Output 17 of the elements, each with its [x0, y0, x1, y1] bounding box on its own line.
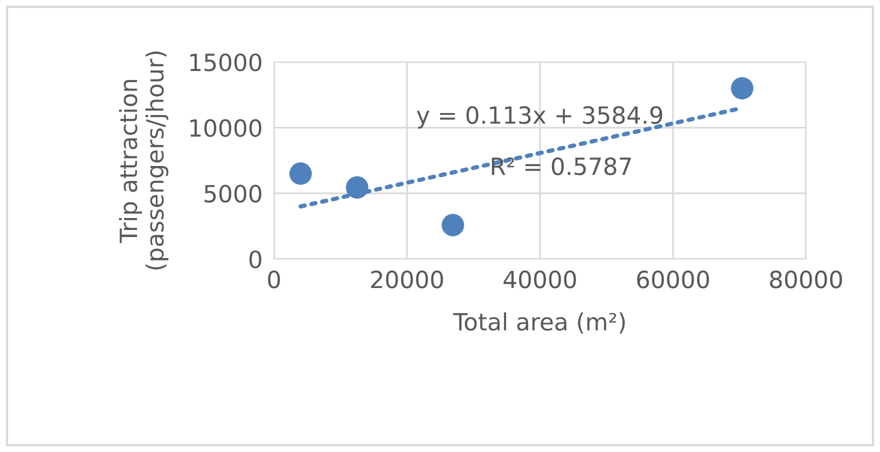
- y-tick-label: 0: [249, 250, 262, 268]
- x-tick-label: 80000: [770, 270, 842, 288]
- x-axis-title: Total area (m²): [453, 312, 625, 334]
- x-tick-label: 20000: [371, 270, 443, 288]
- x-tick-label: 40000: [504, 270, 576, 288]
- point: [442, 214, 464, 236]
- y-tick-label: 15000: [190, 53, 262, 72]
- x-tick-label: 60000: [637, 270, 709, 288]
- y-tick-label: 5000: [204, 184, 262, 203]
- y-axis-title: Trip attraction (passengers/jhour): [119, 51, 168, 270]
- x-tick-label: 0: [268, 270, 280, 288]
- point: [346, 176, 368, 199]
- annotation: y = 0.113x + 3584.9: [416, 106, 662, 129]
- y-tick-label: 10000: [190, 119, 262, 137]
- point: [730, 77, 754, 100]
- annotation: R² = 0.5787: [492, 157, 631, 176]
- point: [289, 162, 312, 185]
